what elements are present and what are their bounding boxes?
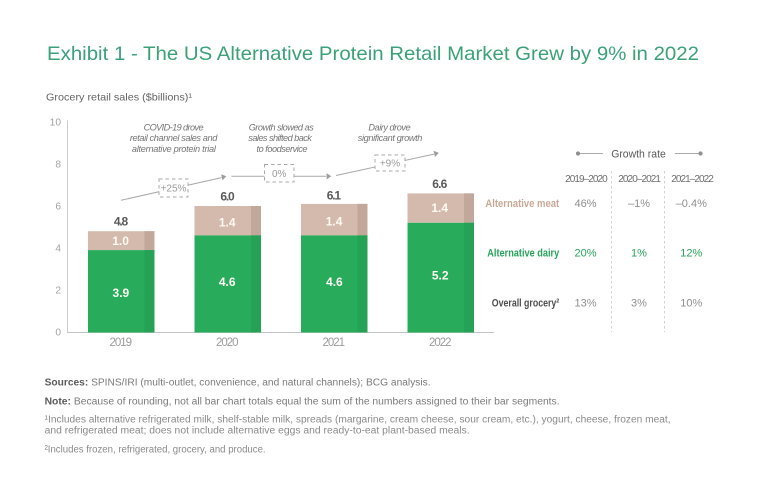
svg-text:alternative protein trial: alternative protein trial (132, 144, 217, 154)
svg-text:–0.4%: –0.4% (676, 198, 707, 210)
svg-text:2020–2021: 2020–2021 (618, 174, 661, 185)
svg-text:6.6: 6.6 (432, 177, 447, 191)
svg-text:5.2: 5.2 (432, 269, 449, 283)
svg-text:2020: 2020 (216, 337, 239, 349)
svg-text:and refrigerated meat; does no: and refrigerated meat; does not include … (45, 426, 470, 437)
svg-text:²Includes frozen, refrigerated: ²Includes frozen, refrigerated, grocery,… (45, 444, 266, 455)
svg-text:46%: 46% (574, 198, 596, 210)
svg-text:4: 4 (55, 244, 61, 255)
svg-text:Note: Because of rounding, not: Note: Because of rounding, not all bar c… (45, 397, 560, 408)
svg-text:Growth rate: Growth rate (611, 148, 666, 160)
svg-text:4.8: 4.8 (114, 215, 129, 229)
svg-text:13%: 13% (574, 298, 596, 310)
svg-text:sales shifted back: sales shifted back (248, 133, 312, 143)
svg-text:3.9: 3.9 (113, 286, 130, 300)
svg-text:8: 8 (55, 160, 61, 171)
svg-text:1%: 1% (631, 248, 647, 260)
svg-text:2: 2 (55, 286, 61, 297)
svg-text:2021: 2021 (323, 337, 346, 349)
svg-text:0: 0 (55, 328, 61, 339)
svg-text:1.4: 1.4 (431, 201, 448, 215)
svg-text:Growth slowed as: Growth slowed as (249, 123, 314, 133)
svg-text:6: 6 (55, 202, 61, 213)
svg-text:retail channel sales and: retail channel sales and (130, 133, 218, 143)
svg-text:1.4: 1.4 (326, 214, 343, 228)
svg-text:10: 10 (50, 118, 62, 129)
svg-text:Exhibit 1 - The US Alternative: Exhibit 1 - The US Alternative Protein R… (47, 43, 699, 65)
svg-text:2022: 2022 (429, 337, 452, 349)
svg-text:12%: 12% (680, 248, 702, 260)
svg-text:–1%: –1% (628, 198, 650, 210)
svg-text:¹Includes alternative refriger: ¹Includes alternative refrigerated milk,… (45, 415, 671, 426)
svg-text:4.6: 4.6 (219, 275, 236, 289)
svg-text:Grocery retail sales ($billion: Grocery retail sales ($billions)¹ (46, 92, 193, 104)
svg-text:Sources: SPINS/IRI (multi-outl: Sources: SPINS/IRI (multi-outlet, conven… (45, 378, 431, 389)
svg-text:Alternative dairy: Alternative dairy (487, 248, 560, 260)
svg-text:1.0: 1.0 (112, 234, 129, 248)
svg-text:2021–2022: 2021–2022 (671, 174, 714, 185)
svg-text:6.1: 6.1 (327, 189, 342, 203)
svg-text:+9%: +9% (380, 159, 400, 170)
svg-text:Dairy drove: Dairy drove (368, 123, 410, 133)
svg-text:10%: 10% (680, 298, 702, 310)
svg-text:COVID-19 drove: COVID-19 drove (144, 123, 204, 133)
svg-text:Alternative meat: Alternative meat (485, 198, 559, 210)
svg-text:to foodservice: to foodservice (257, 144, 308, 154)
svg-text:Overall grocery²: Overall grocery² (492, 298, 560, 310)
svg-text:0%: 0% (272, 169, 287, 180)
svg-text:+25%: +25% (161, 184, 187, 195)
svg-text:3%: 3% (631, 298, 647, 310)
svg-text:6.0: 6.0 (220, 189, 235, 203)
svg-text:2019: 2019 (110, 337, 133, 349)
svg-text:4.6: 4.6 (326, 275, 343, 289)
svg-text:significant growth: significant growth (358, 133, 423, 143)
svg-text:20%: 20% (574, 248, 596, 260)
svg-text:1.4: 1.4 (219, 216, 236, 230)
svg-text:2019–2020: 2019–2020 (565, 174, 608, 185)
